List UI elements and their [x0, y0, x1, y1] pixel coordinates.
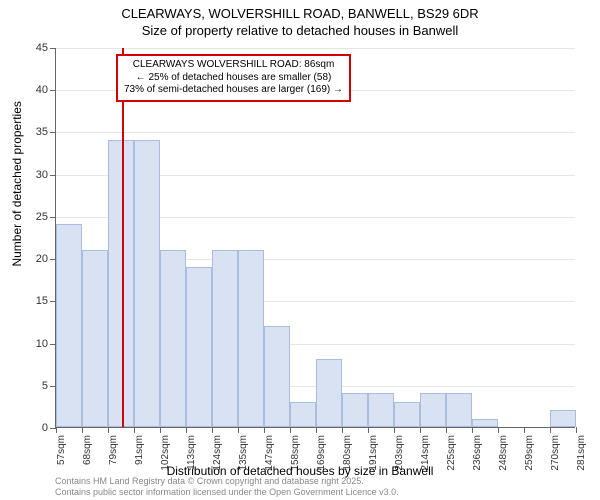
histogram-plot: 05101520253035404557sqm68sqm79sqm91sqm10…: [55, 48, 575, 428]
x-tick: [550, 427, 551, 433]
x-tick-label: 57sqm: [56, 435, 67, 465]
histogram-bar: [212, 250, 237, 427]
y-tick: [50, 48, 56, 49]
x-tick: [160, 427, 161, 433]
y-tick: [50, 90, 56, 91]
annotation-line: ← 25% of detached houses are smaller (58…: [124, 72, 343, 85]
y-axis-title: Number of detached properties: [10, 101, 24, 266]
annotation-line: CLEARWAYS WOLVERSHILL ROAD: 86sqm: [124, 59, 343, 72]
x-tick: [342, 427, 343, 433]
y-tick-label: 30: [36, 169, 48, 181]
x-tick: [56, 427, 57, 433]
histogram-bar: [108, 140, 133, 427]
x-tick: [524, 427, 525, 433]
x-tick: [238, 427, 239, 433]
y-tick-label: 45: [36, 42, 48, 54]
y-tick: [50, 175, 56, 176]
x-tick: [134, 427, 135, 433]
y-tick: [50, 217, 56, 218]
y-tick-label: 40: [36, 84, 48, 96]
footer-attribution: Contains HM Land Registry data © Crown c…: [55, 476, 399, 498]
histogram-bar: [316, 359, 341, 427]
x-tick: [472, 427, 473, 433]
histogram-bar: [238, 250, 263, 427]
x-tick: [316, 427, 317, 433]
histogram-bar: [394, 402, 419, 427]
histogram-bar: [186, 267, 211, 427]
footer-line: Contains public sector information licen…: [55, 487, 399, 498]
histogram-bar: [368, 393, 393, 427]
x-tick: [186, 427, 187, 433]
histogram-bar: [290, 402, 315, 427]
x-tick-label: 79sqm: [108, 435, 119, 465]
x-tick: [446, 427, 447, 433]
histogram-bar: [550, 410, 575, 427]
y-tick-label: 15: [36, 295, 48, 307]
histogram-bar: [446, 393, 471, 427]
histogram-bar: [56, 224, 81, 427]
histogram-bar: [342, 393, 367, 427]
histogram-bar: [472, 419, 497, 427]
gridline: [56, 132, 575, 133]
histogram-bar: [134, 140, 159, 427]
x-tick: [264, 427, 265, 433]
x-tick: [498, 427, 499, 433]
x-tick: [368, 427, 369, 433]
y-tick-label: 35: [36, 126, 48, 138]
x-tick: [576, 427, 577, 433]
y-tick-label: 10: [36, 338, 48, 350]
marker-line: [122, 48, 124, 427]
x-tick: [108, 427, 109, 433]
x-tick: [420, 427, 421, 433]
x-tick: [290, 427, 291, 433]
y-tick-label: 20: [36, 253, 48, 265]
x-tick-label: 91sqm: [134, 435, 145, 465]
title-line1: CLEARWAYS, WOLVERSHILL ROAD, BANWELL, BS…: [0, 6, 600, 23]
y-tick: [50, 386, 56, 387]
y-tick: [50, 259, 56, 260]
histogram-bar: [82, 250, 107, 427]
footer-line: Contains HM Land Registry data © Crown c…: [55, 476, 399, 487]
x-tick: [82, 427, 83, 433]
x-tick: [394, 427, 395, 433]
y-tick: [50, 344, 56, 345]
y-tick: [50, 301, 56, 302]
histogram-bar: [160, 250, 185, 427]
annotation-line: 73% of semi-detached houses are larger (…: [124, 84, 343, 97]
histogram-bar: [420, 393, 445, 427]
gridline: [56, 48, 575, 49]
x-tick-label: 68sqm: [82, 435, 93, 465]
histogram-bar: [264, 326, 289, 427]
y-tick: [50, 428, 56, 429]
chart-title: CLEARWAYS, WOLVERSHILL ROAD, BANWELL, BS…: [0, 0, 600, 40]
y-tick-label: 0: [42, 422, 48, 434]
annotation-box: CLEARWAYS WOLVERSHILL ROAD: 86sqm ← 25% …: [116, 54, 351, 102]
title-line2: Size of property relative to detached ho…: [0, 23, 600, 40]
x-tick: [212, 427, 213, 433]
y-tick-label: 5: [42, 380, 48, 392]
y-tick: [50, 132, 56, 133]
y-tick-label: 25: [36, 211, 48, 223]
